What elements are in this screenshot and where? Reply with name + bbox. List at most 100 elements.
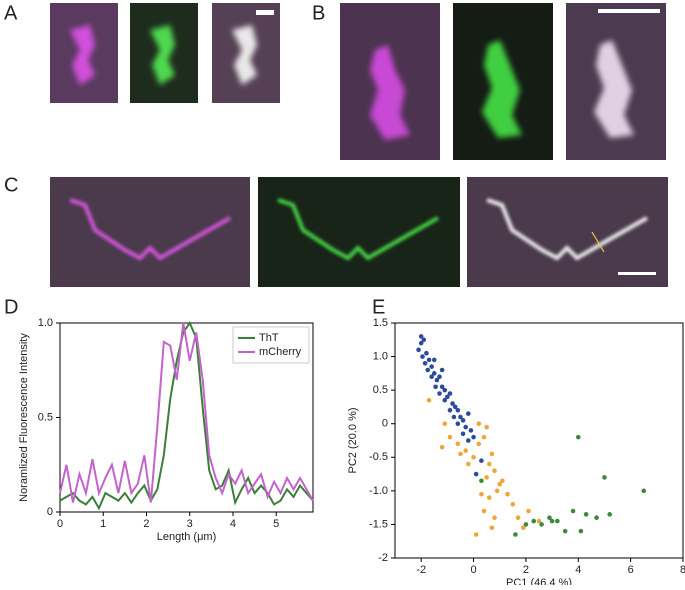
y-tick-label: -2 [378, 552, 388, 564]
y-tick-label: 0 [382, 418, 388, 430]
scale-bar [256, 10, 274, 15]
point [431, 371, 437, 376]
point [607, 512, 612, 517]
point [505, 491, 510, 497]
panel-label: D [4, 296, 18, 318]
point [420, 354, 425, 359]
point [473, 471, 479, 477]
point [520, 525, 526, 531]
x-tick-label: 0 [470, 564, 476, 576]
point [445, 394, 450, 400]
point [536, 518, 542, 524]
point [492, 468, 497, 474]
point [484, 424, 489, 430]
point [466, 438, 471, 443]
point [594, 515, 599, 521]
point [437, 391, 442, 396]
cell [482, 40, 522, 138]
point [447, 434, 453, 440]
point [437, 374, 442, 380]
point [421, 337, 427, 343]
fibril [277, 198, 439, 261]
point [466, 411, 471, 416]
fibril [486, 198, 648, 261]
point [486, 461, 492, 467]
y-axis-label: PC2 (20.0 %) [347, 407, 359, 473]
point [481, 508, 487, 514]
point [460, 418, 466, 423]
y-tick-label: -1.5 [369, 518, 388, 530]
point [641, 488, 647, 494]
point [442, 397, 448, 403]
plot-frame [394, 322, 684, 559]
point [513, 532, 518, 537]
point [583, 512, 589, 517]
point [418, 334, 424, 339]
x-tick-label: 6 [628, 564, 634, 576]
y-tick-label: 1.0 [373, 350, 388, 362]
point [489, 525, 495, 531]
point [426, 397, 432, 403]
point [455, 441, 461, 447]
point [510, 501, 516, 507]
cell [150, 25, 175, 85]
x-axis-label: PC1 (46.4 %) [506, 577, 572, 585]
point [425, 367, 431, 373]
point [433, 384, 438, 390]
profile-line [591, 231, 605, 253]
point [447, 391, 453, 396]
point [575, 434, 581, 440]
point [450, 401, 455, 406]
point [429, 364, 434, 369]
point [416, 347, 421, 353]
y-tick-label: 0.5 [38, 411, 53, 423]
point [497, 481, 503, 487]
point [451, 414, 457, 420]
point [562, 528, 568, 534]
point [422, 360, 428, 366]
point [471, 434, 476, 440]
x-axis-label: Length (μm) [157, 531, 217, 543]
point [531, 518, 537, 524]
point [473, 532, 479, 537]
scale-bar [618, 272, 656, 275]
y-tick-label: 1.0 [38, 317, 53, 329]
x-tick-label: 0 [57, 518, 63, 530]
micrographs [50, 3, 668, 287]
point [547, 515, 552, 521]
point [500, 478, 505, 484]
cell [370, 45, 410, 140]
x-tick-label: -2 [416, 564, 426, 576]
image [467, 177, 668, 287]
point [431, 357, 437, 363]
line-series [59, 320, 314, 511]
panel-label: A [4, 2, 18, 24]
point [463, 424, 468, 430]
y-tick-label: 0 [47, 506, 53, 518]
point [476, 421, 482, 427]
point [434, 377, 440, 383]
point [489, 451, 495, 457]
point [479, 491, 484, 497]
panel-label: C [4, 174, 18, 196]
point [429, 374, 434, 380]
point [539, 522, 544, 527]
image [50, 177, 250, 287]
point [555, 518, 560, 524]
x-tick-label: 3 [187, 518, 193, 530]
point [602, 475, 607, 480]
x-tick-label: 4 [575, 564, 581, 576]
point [484, 475, 489, 480]
point [455, 421, 461, 427]
scale-bar [598, 9, 660, 13]
legend-label: ThT [259, 332, 279, 344]
point [494, 488, 500, 494]
point [476, 441, 482, 447]
point [458, 451, 463, 457]
x-tick-label: 4 [230, 518, 236, 530]
point [523, 522, 529, 527]
line-series [59, 322, 314, 503]
point [442, 421, 448, 427]
point [447, 407, 453, 413]
point [460, 431, 466, 437]
